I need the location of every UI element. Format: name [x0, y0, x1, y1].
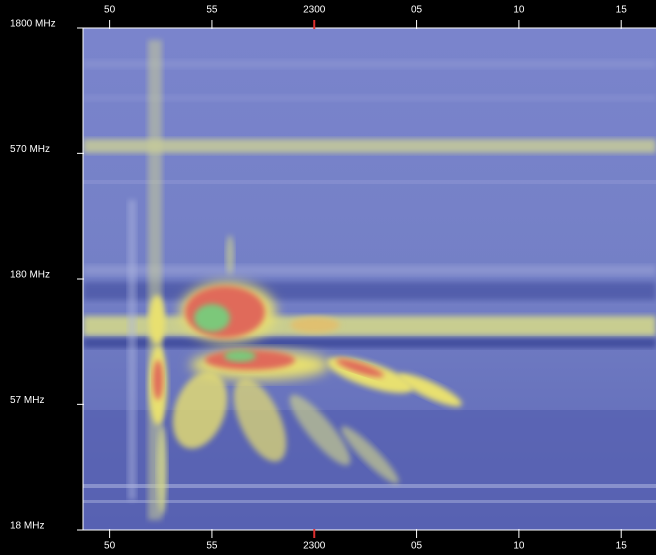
- y-tick-label: 57 MHz: [10, 395, 44, 406]
- y-tick-label: 180 MHz: [10, 270, 50, 281]
- x-tick-label-top: 10: [513, 5, 525, 16]
- x-tick-label-bottom: 2300: [303, 541, 326, 552]
- x-tick-label-top: 05: [411, 5, 423, 16]
- x-tick-label-top: 2300: [303, 5, 326, 16]
- x-tick-label-top: 50: [104, 5, 116, 16]
- x-tick-label-bottom: 50: [104, 541, 116, 552]
- x-tick-label-bottom: 15: [616, 541, 628, 552]
- spectrogram-image: [83, 28, 656, 530]
- x-tick-label-bottom: 55: [206, 541, 218, 552]
- x-tick-label-top: 55: [206, 5, 218, 16]
- chart: 50 50 55 55 2300 2300 05 05 10 10 15 15 1800 MHz 570 …: [0, 0, 656, 555]
- y-tick-label: 1800 MHz: [10, 19, 56, 30]
- x-tick-label-bottom: 10: [513, 541, 525, 552]
- x-tick-label-bottom: 05: [411, 541, 423, 552]
- y-tick-label: 18 MHz: [10, 521, 44, 532]
- x-tick-label-top: 15: [616, 5, 628, 16]
- y-tick-label: 570 MHz: [10, 144, 50, 155]
